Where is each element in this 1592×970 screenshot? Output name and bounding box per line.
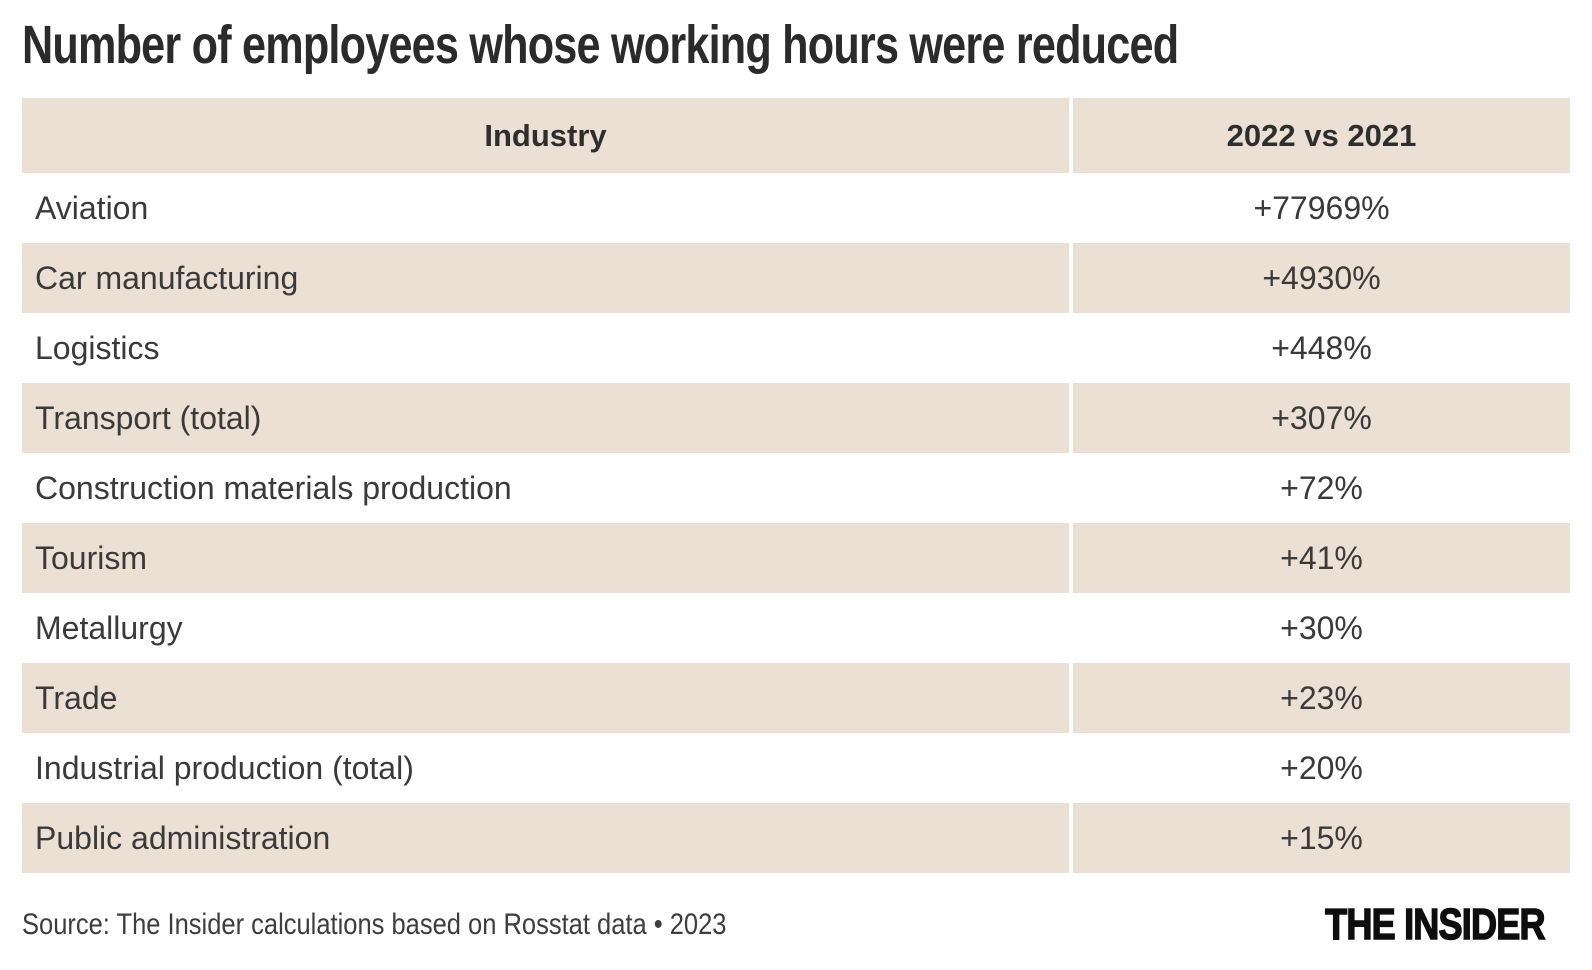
column-divider	[1069, 313, 1073, 383]
value-cell: +20%	[1280, 749, 1363, 786]
column-divider	[1069, 173, 1073, 243]
column-divider	[1069, 243, 1073, 313]
table-row: Construction materials production +72%	[22, 453, 1570, 523]
column-divider	[1069, 663, 1073, 733]
industry-cell: Logistics	[35, 329, 160, 366]
industry-cell: Car manufacturing	[22, 243, 1069, 313]
table-row: Tourism +41%	[22, 523, 1570, 593]
industry-cell: Tourism	[22, 523, 1069, 593]
industry-cell: Trade	[22, 663, 1069, 733]
industry-cell: Public administration	[22, 803, 1069, 873]
footer: Source: The Insider calculations based o…	[22, 899, 1570, 950]
value-cell: +15%	[1073, 803, 1570, 873]
data-table: Industry 2022 vs 2021 Aviation +77969% C…	[22, 98, 1570, 873]
column-divider	[1069, 733, 1073, 803]
column-divider	[1069, 98, 1073, 173]
column-divider	[1069, 523, 1073, 593]
value-cell: +30%	[1280, 609, 1363, 646]
table-row: Transport (total) +307%	[22, 383, 1570, 453]
table-row: Metallurgy +30%	[22, 593, 1570, 663]
value-cell: +307%	[1073, 383, 1570, 453]
column-divider	[1069, 383, 1073, 453]
industry-cell: Construction materials production	[35, 469, 512, 506]
table-row: Aviation +77969%	[22, 173, 1570, 243]
the-insider-logo: THE INSIDER	[1325, 899, 1547, 950]
value-cell: +72%	[1280, 469, 1363, 506]
table-row: Public administration +15%	[22, 803, 1570, 873]
column-divider	[1069, 593, 1073, 663]
industry-cell: Industrial production (total)	[35, 749, 414, 786]
column-header-2022-vs-2021: 2022 vs 2021	[1073, 98, 1570, 173]
table-row: Trade +23%	[22, 663, 1570, 733]
table-row: Logistics +448%	[22, 313, 1570, 383]
value-cell: +4930%	[1073, 243, 1570, 313]
industry-cell: Metallurgy	[35, 609, 183, 646]
industry-cell: Aviation	[35, 189, 149, 226]
value-cell: +77969%	[1253, 189, 1390, 226]
table-header-row: Industry 2022 vs 2021	[22, 98, 1570, 173]
column-divider	[1069, 803, 1073, 873]
value-cell: +41%	[1073, 523, 1570, 593]
value-cell: +23%	[1073, 663, 1570, 733]
column-header-industry: Industry	[22, 98, 1069, 173]
industry-cell: Transport (total)	[22, 383, 1069, 453]
table-row: Industrial production (total) +20%	[22, 733, 1570, 803]
value-cell: +448%	[1271, 329, 1372, 366]
column-divider	[1069, 453, 1073, 523]
page-title: Number of employees whose working hours …	[22, 15, 1179, 75]
table-row: Car manufacturing +4930%	[22, 243, 1570, 313]
source-note: Source: The Insider calculations based o…	[22, 908, 727, 941]
